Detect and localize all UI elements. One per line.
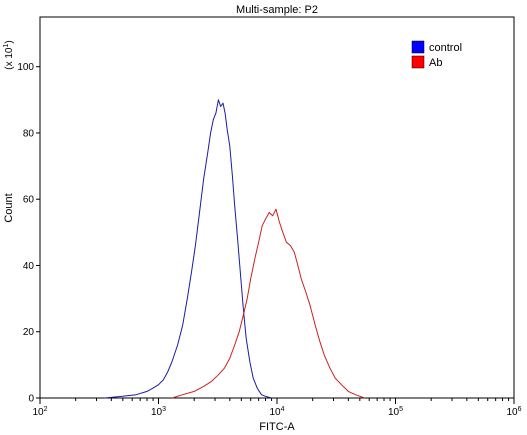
chart-title: Multi-sample: P2 <box>236 4 318 16</box>
plot-frame <box>39 16 515 399</box>
x-tick-label: 102 <box>32 406 47 418</box>
x-axis-label: FITC-A <box>259 421 295 433</box>
y-multiplier-label: (x 101) <box>3 40 15 69</box>
y-axis-ticks: 0 20 40 60 80 100 <box>17 62 40 405</box>
series-line-ab <box>171 208 365 399</box>
y-tick-label: 20 <box>23 327 35 338</box>
y-tick-label: 60 <box>23 195 35 206</box>
y-tick-label: 0 <box>28 394 34 405</box>
y-axis-label: Count <box>3 193 15 222</box>
legend-swatch-control <box>411 40 425 54</box>
y-tick-label: 40 <box>23 261 35 272</box>
x-tick-label: 105 <box>388 406 403 418</box>
x-tick-label: 106 <box>506 406 521 418</box>
x-axis-ticks: 102 103 104 105 106 <box>32 398 522 418</box>
y-multiplier-text: (x 10 <box>4 47 15 70</box>
series-line-control <box>104 99 272 399</box>
legend-label-ab: Ab <box>429 57 442 69</box>
series-layer <box>104 99 365 399</box>
x-tick-label: 104 <box>269 406 284 418</box>
y-multiplier-exp: 1 <box>3 44 10 48</box>
y-tick-label: 80 <box>23 128 35 139</box>
y-tick-label: 100 <box>17 62 34 73</box>
x-tick-label: 103 <box>151 406 166 418</box>
legend-label-control: control <box>429 42 462 54</box>
svg-text:(x 101): (x 101) <box>3 40 15 69</box>
legend: control Ab <box>411 40 462 69</box>
legend-swatch-ab <box>411 55 425 69</box>
